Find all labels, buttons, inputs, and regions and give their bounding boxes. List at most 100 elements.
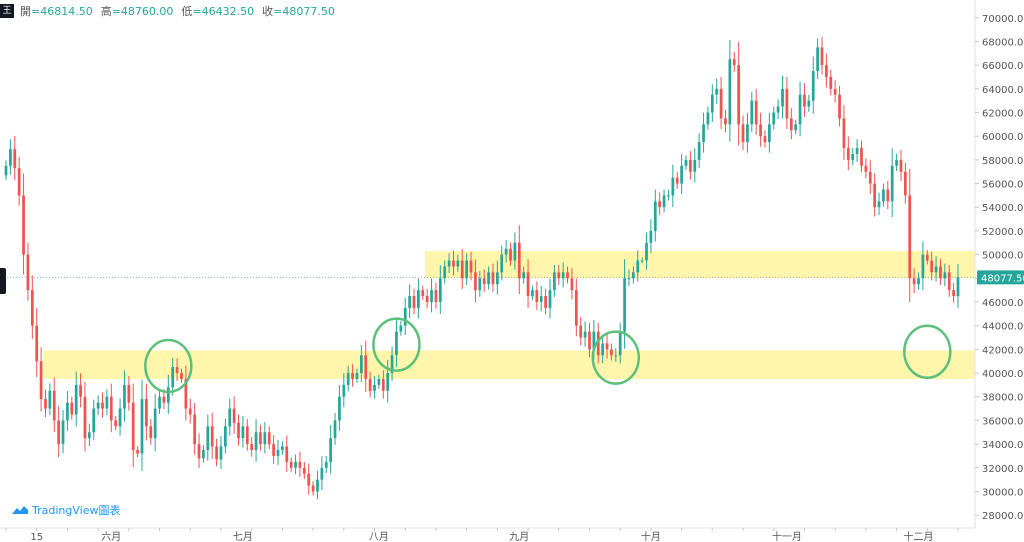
candle-body bbox=[302, 467, 306, 474]
candle-body bbox=[719, 88, 723, 119]
time-tick-label: 十二月 bbox=[904, 530, 934, 542]
candle-body bbox=[816, 47, 819, 72]
candle-body bbox=[109, 396, 113, 421]
candle-body bbox=[631, 272, 635, 279]
candle-body bbox=[574, 290, 578, 326]
candle-body bbox=[184, 378, 188, 409]
candle-body bbox=[610, 349, 613, 356]
candle-body bbox=[272, 444, 275, 456]
candle-body bbox=[838, 94, 841, 119]
candle-body bbox=[482, 278, 486, 285]
candle-body bbox=[263, 432, 267, 445]
candle-body bbox=[13, 149, 17, 169]
candle-body bbox=[671, 177, 675, 196]
candle-body bbox=[504, 248, 508, 255]
candle-body bbox=[513, 242, 517, 261]
zone-band bbox=[424, 251, 975, 279]
candle-body bbox=[522, 272, 526, 279]
candle-body bbox=[903, 171, 907, 196]
high-label: 高 bbox=[100, 5, 112, 18]
candle-body bbox=[842, 118, 846, 149]
candle-body bbox=[351, 373, 354, 379]
candle-body bbox=[245, 426, 249, 445]
candle-body bbox=[724, 118, 727, 125]
tradingview-logo-text: TradingView圖表 bbox=[32, 504, 121, 517]
candle-body bbox=[338, 396, 341, 421]
candle-body bbox=[96, 402, 100, 409]
symbol-icon[interactable]: 王 bbox=[0, 4, 14, 18]
candle-body bbox=[114, 420, 118, 427]
side-panel-handle[interactable] bbox=[0, 268, 6, 294]
candle-body bbox=[531, 290, 534, 297]
low-value: =46432.50 bbox=[192, 4, 255, 18]
price-axis[interactable]: 28000.00 30000.00 32000.00 34000.00 36000.00… bbox=[974, 0, 1024, 528]
time-tick-label: 六月 bbox=[101, 531, 121, 542]
candle-body bbox=[237, 422, 240, 439]
candle-body bbox=[689, 159, 692, 172]
candle-body bbox=[101, 402, 104, 409]
price-tick-label: 36000.00 bbox=[982, 416, 1024, 427]
price-tick-label: 60000.00 bbox=[982, 132, 1024, 143]
candle-body bbox=[438, 278, 442, 302]
candle-body bbox=[342, 384, 346, 397]
candle-body bbox=[605, 343, 609, 350]
time-tick-label: 九月 bbox=[509, 531, 529, 542]
ohlc-legend: 王 開 =46814.50 高 =48760.00 低 =46432.50 收 … bbox=[0, 3, 335, 19]
candle-body bbox=[781, 88, 784, 107]
candle-body bbox=[324, 461, 328, 468]
candle-body bbox=[882, 189, 885, 202]
candle-body bbox=[74, 384, 78, 415]
candle-body bbox=[92, 408, 96, 433]
candle-body bbox=[465, 260, 469, 279]
candle-body bbox=[544, 296, 547, 308]
candle-body bbox=[873, 183, 877, 208]
candle-body bbox=[649, 230, 653, 243]
candle-body bbox=[452, 260, 455, 267]
candle-body bbox=[526, 272, 530, 297]
candle-body bbox=[228, 408, 232, 427]
candle-body bbox=[921, 254, 925, 279]
price-tick-label: 30000.00 bbox=[982, 487, 1024, 498]
price-tick-label: 46000.00 bbox=[982, 298, 1024, 309]
candle-body bbox=[833, 88, 837, 95]
tradingview-logo-icon bbox=[12, 506, 28, 514]
candle-body bbox=[131, 402, 135, 451]
price-tick-label: 52000.00 bbox=[982, 227, 1024, 238]
candle-body bbox=[864, 165, 868, 172]
candle-body bbox=[9, 149, 12, 166]
candle-body bbox=[210, 426, 214, 447]
candle-body bbox=[851, 153, 855, 160]
candle-body bbox=[118, 408, 122, 427]
candle-body bbox=[83, 396, 87, 439]
candle-body bbox=[17, 168, 21, 196]
candle-body bbox=[741, 124, 745, 143]
candle-body bbox=[868, 171, 872, 184]
candle-body bbox=[539, 296, 543, 302]
candle-body bbox=[386, 373, 390, 391]
candle-body bbox=[667, 195, 670, 197]
candle-body bbox=[789, 118, 793, 131]
candle-body bbox=[180, 373, 183, 379]
candle-body bbox=[412, 296, 416, 308]
time-tick-label: 15 bbox=[30, 532, 43, 542]
candle-body bbox=[500, 254, 504, 273]
candle-body bbox=[359, 355, 363, 374]
candle-body bbox=[930, 260, 934, 273]
candle-body bbox=[254, 432, 258, 451]
tradingview-logo[interactable]: TradingView圖表 bbox=[12, 502, 120, 518]
candle-body bbox=[754, 100, 758, 125]
candle-body bbox=[710, 94, 714, 113]
candle-body bbox=[267, 432, 271, 445]
time-axis[interactable]: 15 六月 七月 八月 九月 十月 十一月 十二月 bbox=[0, 527, 975, 542]
last-price-badge-label: 48077.50 bbox=[981, 273, 1024, 284]
high-value: =48760.00 bbox=[111, 4, 174, 18]
price-tick-label: 66000.00 bbox=[982, 61, 1024, 72]
candle-body bbox=[4, 165, 8, 176]
candle-body bbox=[763, 136, 767, 143]
candle-body bbox=[390, 355, 394, 374]
price-tick-label: 54000.00 bbox=[982, 203, 1024, 214]
time-tick-label: 十一月 bbox=[772, 530, 802, 542]
candle-body bbox=[561, 272, 565, 279]
price-tick-label: 50000.00 bbox=[982, 251, 1024, 262]
